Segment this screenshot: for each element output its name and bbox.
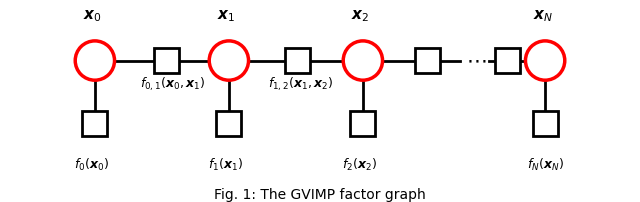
Text: $\cdots$: $\cdots$ xyxy=(466,50,486,70)
Bar xyxy=(415,48,440,73)
Text: $\boldsymbol{x}_1$: $\boldsymbol{x}_1$ xyxy=(217,8,236,24)
Text: $f_{1,2}(\boldsymbol{x}_1,\boldsymbol{x}_2)$: $f_{1,2}(\boldsymbol{x}_1,\boldsymbol{x}… xyxy=(268,76,334,93)
Text: $f_0(\boldsymbol{x}_0)$: $f_0(\boldsymbol{x}_0)$ xyxy=(74,157,109,173)
Circle shape xyxy=(209,41,248,80)
Circle shape xyxy=(343,41,383,80)
Text: $f_1(\boldsymbol{x}_1)$: $f_1(\boldsymbol{x}_1)$ xyxy=(209,157,243,173)
Text: $\boldsymbol{x}_0$: $\boldsymbol{x}_0$ xyxy=(83,8,102,24)
Circle shape xyxy=(525,41,564,80)
Bar xyxy=(495,48,520,73)
Text: Fig. 1: The GVIMP factor graph: Fig. 1: The GVIMP factor graph xyxy=(214,188,426,202)
Text: $f_N(\boldsymbol{x}_N)$: $f_N(\boldsymbol{x}_N)$ xyxy=(527,157,564,173)
Text: $\boldsymbol{x}_N$: $\boldsymbol{x}_N$ xyxy=(532,8,553,24)
Bar xyxy=(83,110,108,136)
Text: $\boldsymbol{x}_2$: $\boldsymbol{x}_2$ xyxy=(351,8,369,24)
Text: $f_2(\boldsymbol{x}_2)$: $f_2(\boldsymbol{x}_2)$ xyxy=(342,157,378,173)
Circle shape xyxy=(76,41,115,80)
Text: $f_{0,1}(\boldsymbol{x}_0,\boldsymbol{x}_1)$: $f_{0,1}(\boldsymbol{x}_0,\boldsymbol{x}… xyxy=(140,76,205,93)
Bar xyxy=(154,48,179,73)
Bar xyxy=(216,110,241,136)
Bar xyxy=(350,110,376,136)
Bar xyxy=(285,48,310,73)
Bar xyxy=(532,110,557,136)
